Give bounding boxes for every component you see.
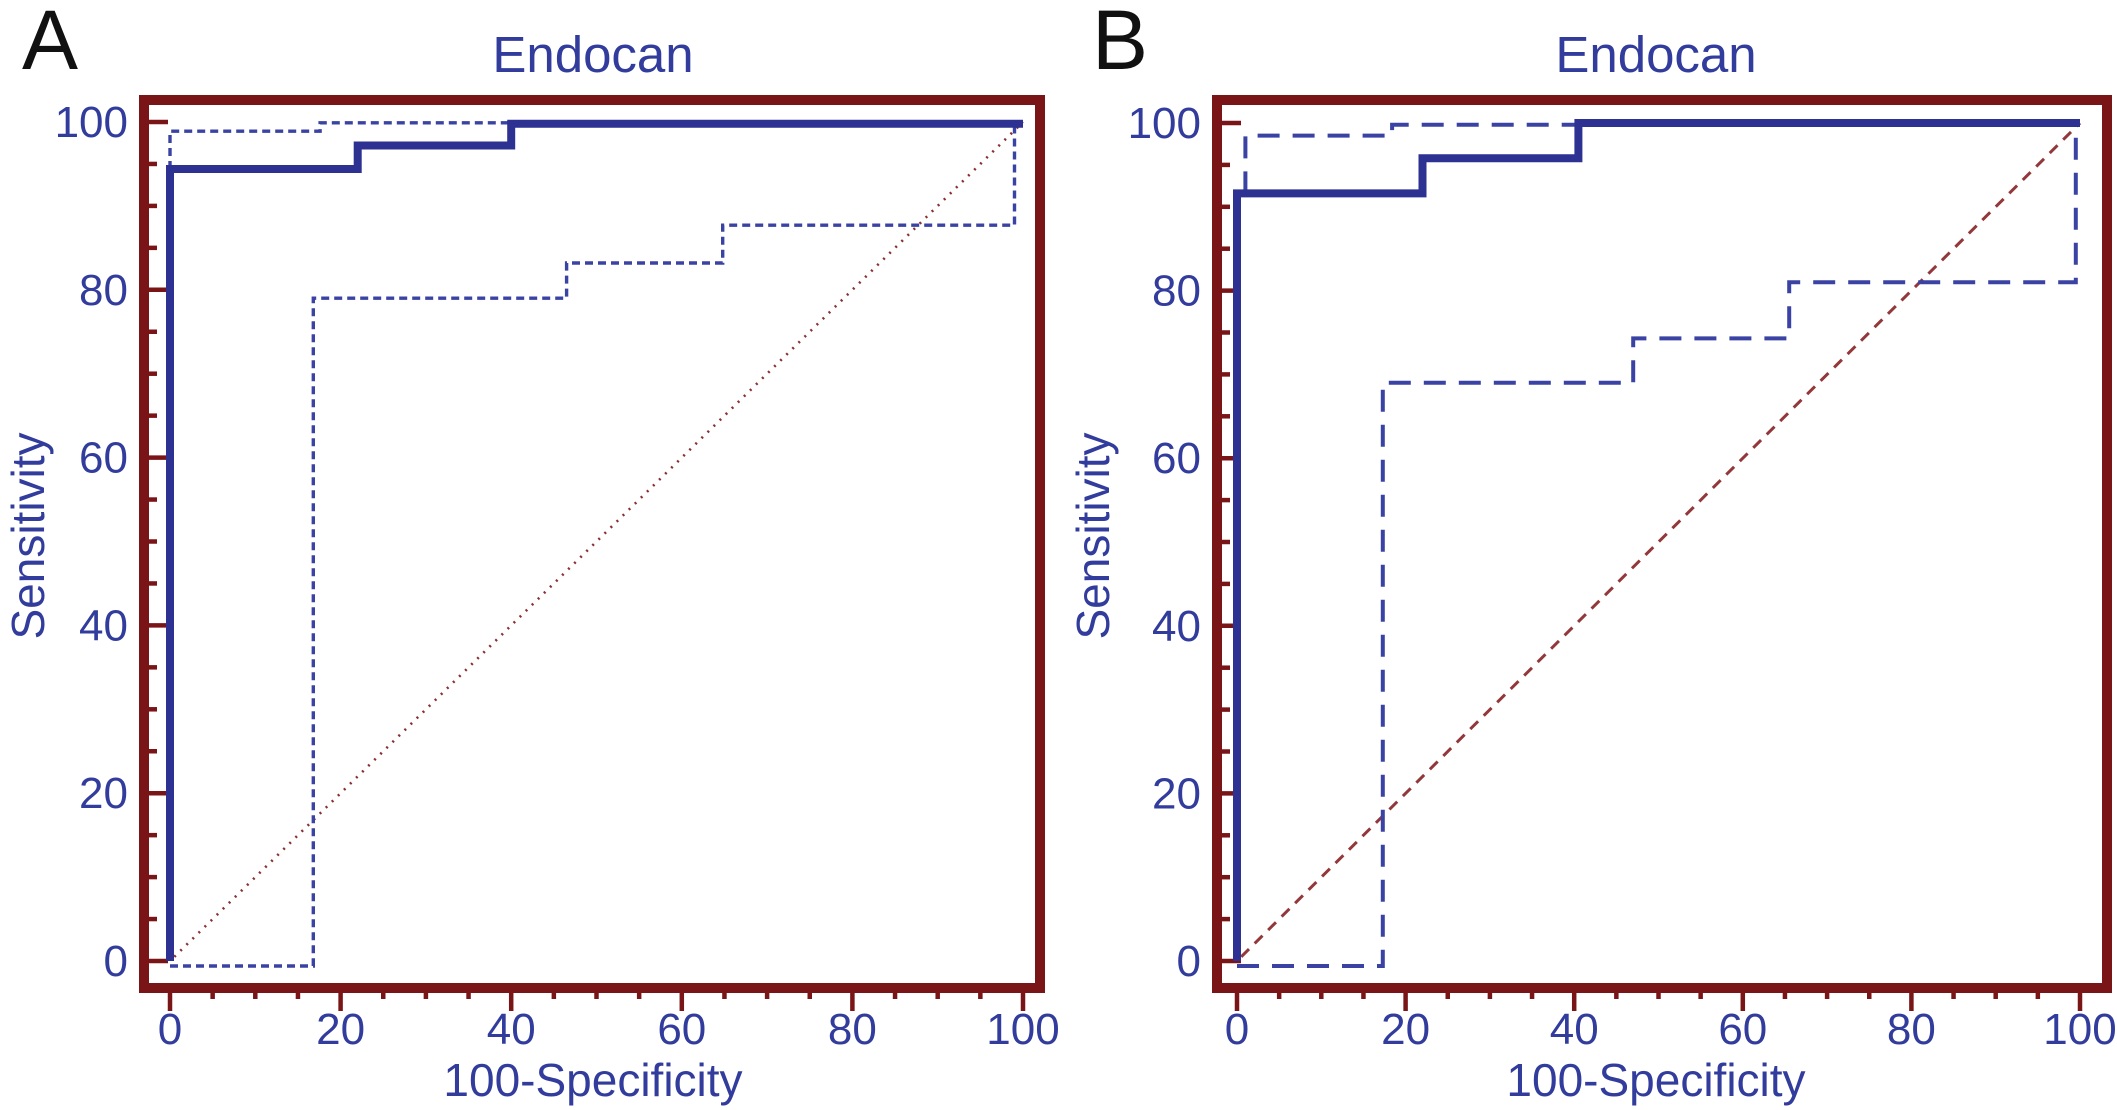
panel-a: 0 20 40 60 80 100 0 20 40 60 80 100 A Endocan 100-S… (2, 0, 1060, 1106)
x-tick-label: 40 (1550, 1005, 1599, 1054)
y-tick-label: 80 (1152, 267, 1201, 316)
panel-a-title: Endocan (492, 26, 693, 83)
axis-frame (1212, 95, 2112, 993)
panel-b-letter: B (1092, 0, 1148, 87)
y-tick-label: 100 (55, 98, 128, 147)
series-ci-lower (1237, 123, 2078, 968)
y-tick-label: 40 (1152, 602, 1201, 651)
x-tick-label: 100 (986, 1005, 1059, 1054)
panel-a-y-axis-title: Sensitivity (2, 432, 54, 639)
series-roc (1233, 119, 2080, 961)
y-tick-label: 20 (1152, 769, 1201, 818)
y-tick-label: 80 (79, 266, 128, 315)
axis-frame (139, 95, 1045, 993)
x-tick-label: 80 (828, 1005, 877, 1054)
series-ci-upper (1243, 122, 2080, 194)
x-tick-label: 0 (158, 1005, 182, 1054)
x-tick-label: 80 (1887, 1005, 1936, 1054)
series-roc (166, 119, 1023, 961)
panel-a-plot-area: 0 20 40 60 80 100 0 20 40 60 80 100 (55, 95, 1060, 1054)
x-tick-label: 0 (1225, 1005, 1249, 1054)
panel-b-y-axis-title: Sensitivity (1067, 432, 1119, 639)
x-tick-label: 40 (487, 1005, 536, 1054)
x-tick-label: 20 (316, 1005, 365, 1054)
x-tick-label: 60 (657, 1005, 706, 1054)
y-tick-label: 60 (79, 434, 128, 483)
y-tick-label: 60 (1152, 434, 1201, 483)
x-tick-label: 60 (1718, 1005, 1767, 1054)
y-tick-label: 20 (79, 769, 128, 818)
series-reference (1240, 121, 2082, 958)
series-ci-upper (168, 121, 1023, 169)
y-tick-label: 0 (104, 937, 128, 986)
panel-a-letter: A (22, 0, 78, 87)
panel-b-plot-area: 0 20 40 60 80 100 0 20 40 60 80 100 (1128, 95, 2117, 1054)
x-tick-label: 20 (1381, 1005, 1430, 1054)
panel-a-x-axis-title: 100-Specificity (443, 1054, 742, 1106)
panel-b-title: Endocan (1555, 26, 1756, 83)
series-ci-lower (170, 122, 1017, 968)
x-tick-label: 100 (2043, 1005, 2116, 1054)
panel-b: 0 20 40 60 80 100 0 20 40 60 80 100 B Endocan 100-S… (1067, 0, 2117, 1106)
series-reference (173, 121, 1024, 958)
panel-b-x-axis-title: 100-Specificity (1506, 1054, 1805, 1106)
y-tick-label: 40 (79, 601, 128, 650)
y-tick-label: 100 (1128, 99, 1201, 148)
y-tick-label: 0 (1177, 937, 1201, 986)
